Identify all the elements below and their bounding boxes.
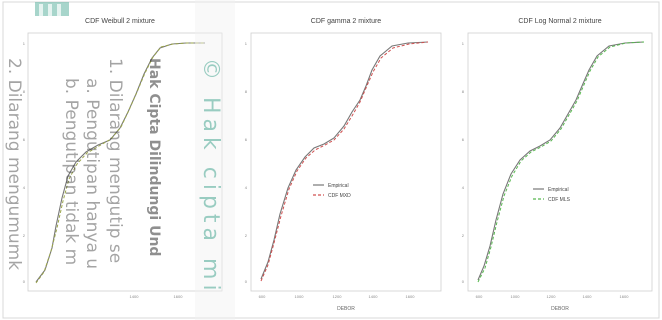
- x-tick-label: 1400: [369, 294, 379, 299]
- x-tick-label: 1400: [130, 294, 140, 299]
- watermark-line-4: 2. Dilarang mengumumk: [4, 58, 24, 270]
- x-ticks-lognormal: 600 1000 1200 1400 1600: [476, 294, 630, 299]
- panel-lognormal: CDF Log Normal 2 mixture 1 8 6 4 2 0 600…: [462, 18, 653, 312]
- legend-label-empirical: Empirical: [548, 187, 569, 193]
- legend-label-empirical: Empirical: [328, 183, 349, 189]
- panel-title-weibull: CDF Weibull 2 mixture: [85, 18, 155, 25]
- y-tick-label: 2: [23, 233, 26, 238]
- ipb-logo: [35, 2, 69, 16]
- x-tick-label: 1600: [174, 294, 184, 299]
- panel-gamma: CDF gamma 2 mixture 1 8 6 4 2 0 600 1000…: [245, 18, 442, 312]
- x-tick-label: 1000: [295, 294, 305, 299]
- x-tick-label: 1200: [547, 294, 557, 299]
- x-tick-label: 1400: [583, 294, 593, 299]
- watermark-line-1: 1. Dilarang mengutip se: [105, 58, 125, 263]
- y-tick-label: 1: [462, 41, 465, 46]
- panel-title-lognormal: CDF Log Normal 2 mixture: [518, 18, 601, 25]
- legend-label-lognormal-fit: CDF MLS: [548, 197, 571, 203]
- y-tick-label: 8: [462, 89, 465, 94]
- y-ticks-weibull: 1 8 6 4 2 0: [23, 41, 26, 284]
- lognormal-fit-curve: [477, 41, 645, 283]
- y-tick-label: 2: [245, 233, 248, 238]
- y-ticks-gamma: 1 8 6 4 2 0: [245, 41, 248, 284]
- y-tick-label: 6: [245, 137, 248, 142]
- x-tick-label: 1600: [620, 294, 630, 299]
- plot-area-weibull: [27, 32, 223, 292]
- y-tick-label: 2: [462, 233, 465, 238]
- y-ticks-lognormal: 1 8 6 4 2 0: [462, 41, 465, 284]
- y-tick-label: 4: [245, 185, 248, 190]
- weibull-empirical-curve: [35, 42, 205, 283]
- legend-gamma: Empirical CDF MXD: [313, 183, 351, 199]
- y-tick-label: 1: [245, 41, 248, 46]
- x-tick-label: 600: [476, 294, 483, 299]
- plot-area-lognormal: [467, 32, 653, 292]
- watermark-text: © Hak cipta mi Hak Cipta Dilindungi Und …: [4, 58, 223, 296]
- watermark-title: Hak Cipta Dilindungi Und: [146, 58, 162, 256]
- watermark-strip: [195, 0, 235, 320]
- x-ticks-weibull: 1400 1600: [130, 294, 184, 299]
- y-tick-label: 8: [245, 89, 248, 94]
- gamma-empirical-curve: [260, 41, 429, 280]
- weibull-fit-curve: [35, 42, 205, 284]
- legend-label-gamma-fit: CDF MXD: [328, 193, 351, 199]
- x-tick-label: 600: [259, 294, 266, 299]
- panel-title-gamma: CDF gamma 2 mixture: [311, 18, 382, 25]
- x-tick-label: 1200: [333, 294, 343, 299]
- watermark-line-2: a. Pengutipan hanya u: [82, 78, 102, 269]
- y-tick-label: 4: [462, 185, 465, 190]
- y-tick-label: 0: [245, 279, 248, 284]
- legend-lognormal: Empirical CDF MLS: [533, 187, 571, 203]
- lognormal-empirical-curve: [477, 41, 645, 281]
- y-tick-label: 4: [23, 185, 26, 190]
- plot-area-gamma: [250, 32, 442, 292]
- x-tick-label: 1000: [511, 294, 521, 299]
- y-tick-label: 8: [23, 89, 26, 94]
- y-tick-label: 0: [462, 279, 465, 284]
- x-ticks-gamma: 600 1000 1200 1400 1600: [259, 294, 416, 299]
- x-tick-label: 1600: [406, 294, 416, 299]
- y-tick-label: 6: [462, 137, 465, 142]
- x-axis-label-lognormal: DEBOR: [551, 306, 569, 312]
- watermark-copyright: © Hak cipta mi: [198, 58, 223, 296]
- y-tick-label: 1: [23, 41, 26, 46]
- panel-weibull: CDF Weibull 2 mixture 1 8 6 4 2 0 1400 1…: [23, 18, 223, 299]
- y-tick-label: 0: [23, 279, 26, 284]
- watermark-line-3: b. Pengutipan tidak m: [61, 78, 81, 265]
- gamma-fit-curve: [260, 41, 429, 282]
- x-axis-label-gamma: DEBOR: [337, 306, 355, 312]
- y-tick-label: 6: [23, 137, 26, 142]
